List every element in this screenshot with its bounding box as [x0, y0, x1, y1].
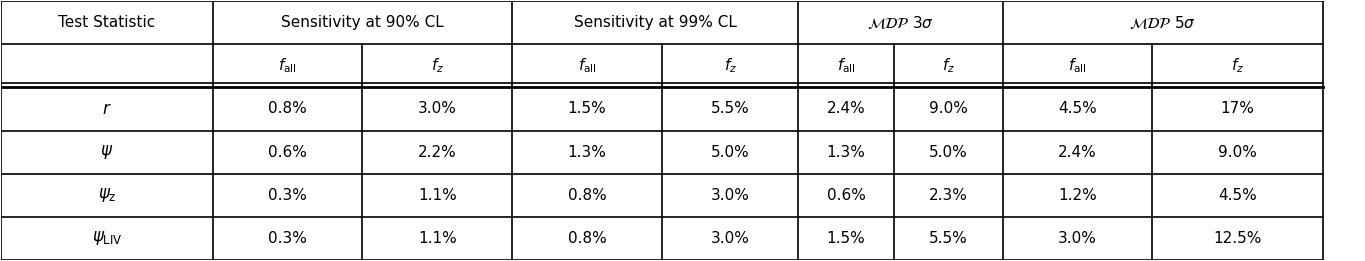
- Text: 2.2%: 2.2%: [418, 145, 457, 159]
- Text: 5.0%: 5.0%: [711, 145, 749, 159]
- Text: 1.1%: 1.1%: [418, 230, 457, 246]
- Text: 0.8%: 0.8%: [568, 230, 606, 246]
- Text: $f_{\mathrm{all}}$: $f_{\mathrm{all}}$: [1067, 57, 1087, 75]
- Text: $\psi_{\mathrm{z}}$: $\psi_{\mathrm{z}}$: [98, 186, 116, 204]
- Text: 9.0%: 9.0%: [928, 102, 968, 116]
- Text: 1.3%: 1.3%: [568, 145, 606, 159]
- Text: $f_z$: $f_z$: [942, 57, 954, 75]
- Text: $\psi_{\mathrm{LIV}}$: $\psi_{\mathrm{LIV}}$: [91, 229, 123, 247]
- Text: $f_{\mathrm{all}}$: $f_{\mathrm{all}}$: [278, 57, 298, 75]
- Text: Test Statistic: Test Statistic: [59, 15, 156, 31]
- Text: 1.1%: 1.1%: [418, 188, 457, 203]
- Text: $f_{\mathrm{all}}$: $f_{\mathrm{all}}$: [837, 57, 856, 75]
- Text: 12.5%: 12.5%: [1213, 230, 1261, 246]
- Text: 0.6%: 0.6%: [268, 145, 307, 159]
- Text: 5.5%: 5.5%: [928, 230, 968, 246]
- Text: 0.8%: 0.8%: [268, 102, 307, 116]
- Text: $f_z$: $f_z$: [723, 57, 737, 75]
- Text: 1.2%: 1.2%: [1058, 188, 1097, 203]
- Text: 1.5%: 1.5%: [827, 230, 865, 246]
- Text: 2.4%: 2.4%: [1058, 145, 1097, 159]
- Text: 0.3%: 0.3%: [268, 188, 307, 203]
- Text: 17%: 17%: [1220, 102, 1254, 116]
- Text: $\mathcal{MDP}\ 5\sigma$: $\mathcal{MDP}\ 5\sigma$: [1129, 14, 1196, 31]
- Text: 4.5%: 4.5%: [1218, 188, 1257, 203]
- Text: 2.4%: 2.4%: [827, 102, 865, 116]
- Text: 5.5%: 5.5%: [711, 102, 749, 116]
- Text: 3.0%: 3.0%: [418, 102, 457, 116]
- Text: 3.0%: 3.0%: [1058, 230, 1097, 246]
- Text: 2.3%: 2.3%: [928, 188, 968, 203]
- Text: 5.0%: 5.0%: [928, 145, 968, 159]
- Text: $f_{\mathrm{all}}$: $f_{\mathrm{all}}$: [577, 57, 597, 75]
- Text: 1.3%: 1.3%: [827, 145, 865, 159]
- Text: Sensitivity at 90% CL: Sensitivity at 90% CL: [281, 15, 444, 31]
- Text: $\mathcal{MDP}\ 3\sigma$: $\mathcal{MDP}\ 3\sigma$: [867, 14, 934, 31]
- Text: $\psi$: $\psi$: [101, 143, 113, 161]
- Text: $f_z$: $f_z$: [1231, 57, 1244, 75]
- Text: 3.0%: 3.0%: [711, 230, 749, 246]
- Text: 9.0%: 9.0%: [1218, 145, 1257, 159]
- Text: 0.3%: 0.3%: [268, 230, 307, 246]
- Text: 1.5%: 1.5%: [568, 102, 606, 116]
- Text: 0.8%: 0.8%: [568, 188, 606, 203]
- Text: 0.6%: 0.6%: [827, 188, 865, 203]
- Text: 3.0%: 3.0%: [711, 188, 749, 203]
- Text: 4.5%: 4.5%: [1058, 102, 1097, 116]
- Text: Sensitivity at 99% CL: Sensitivity at 99% CL: [573, 15, 737, 31]
- Text: $r$: $r$: [102, 100, 112, 118]
- Text: $f_z$: $f_z$: [431, 57, 444, 75]
